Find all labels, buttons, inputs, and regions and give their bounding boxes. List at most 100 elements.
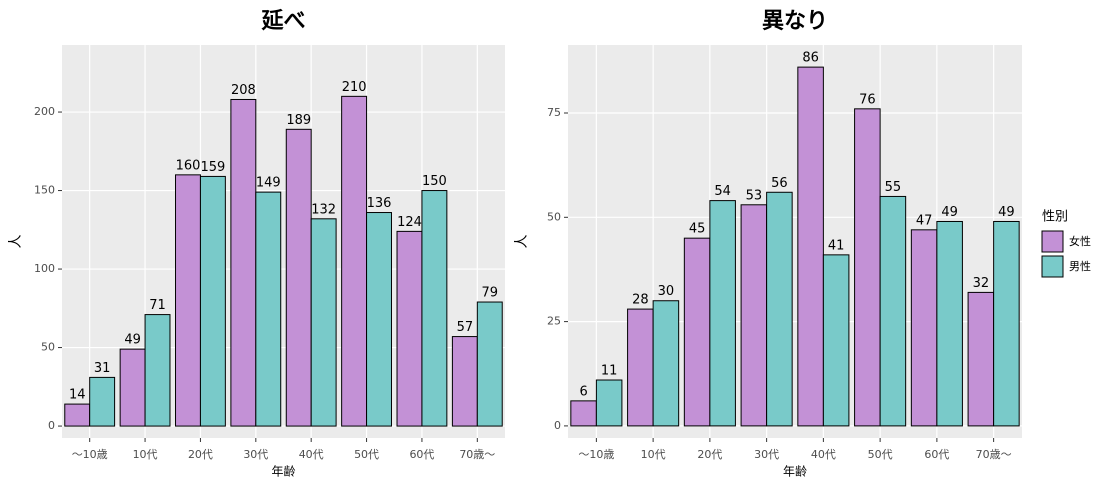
y-axis-label: 人 <box>8 235 24 249</box>
bar <box>570 400 597 427</box>
bar <box>740 204 768 427</box>
data-label: 79 <box>481 286 498 301</box>
x-tick-label: 10代 <box>641 448 666 461</box>
data-label: 76 <box>859 92 876 107</box>
bar <box>199 175 226 427</box>
legend-key <box>1041 255 1064 278</box>
x-tick-label: 20代 <box>188 448 213 461</box>
bar <box>910 229 938 427</box>
data-label: 160 <box>176 158 201 173</box>
x-tick-label: 30代 <box>243 448 268 461</box>
data-label: 55 <box>885 180 902 195</box>
x-tick-label: 60代 <box>409 448 434 461</box>
y-tick-label: 200 <box>34 105 55 118</box>
data-label: 54 <box>714 184 731 199</box>
data-label: 159 <box>200 160 225 175</box>
bar <box>175 174 201 427</box>
data-label: 6 <box>579 384 587 399</box>
data-label: 86 <box>802 51 819 66</box>
bar <box>683 237 711 427</box>
x-axis-label: 年齢 <box>783 464 807 479</box>
bar <box>64 403 91 427</box>
bar <box>854 108 881 427</box>
y-tick-label: 0 <box>554 419 561 432</box>
bar <box>255 191 282 427</box>
bar <box>993 220 1020 427</box>
data-label: 189 <box>286 113 311 128</box>
x-tick-label: 40代 <box>811 448 836 461</box>
data-label: 149 <box>256 176 281 191</box>
y-axis-label: 人 <box>514 235 530 249</box>
data-label: 47 <box>916 213 933 228</box>
data-label: 210 <box>342 80 367 95</box>
x-tick-label: 30代 <box>754 448 779 461</box>
x-tick-label: 60代 <box>924 448 949 461</box>
data-label: 31 <box>94 361 111 376</box>
bar <box>341 95 368 427</box>
bar <box>119 348 146 427</box>
data-label: 49 <box>124 333 141 348</box>
bar <box>310 218 337 427</box>
bar <box>476 301 503 427</box>
y-tick-label: 75 <box>547 106 561 119</box>
data-label: 150 <box>422 174 447 189</box>
bar <box>285 128 312 427</box>
data-label: 45 <box>689 222 706 237</box>
legend-label: 男性 <box>1069 259 1091 273</box>
bar <box>366 212 392 427</box>
x-tick-label: 50代 <box>354 448 379 461</box>
bar <box>595 379 623 427</box>
data-label: 57 <box>457 320 474 335</box>
data-label: 208 <box>231 83 256 98</box>
y-tick-label: 150 <box>34 184 55 197</box>
x-tick-label: 10代 <box>133 448 158 461</box>
data-label: 28 <box>632 293 649 308</box>
bar <box>709 200 736 427</box>
legend-label: 女性 <box>1069 234 1091 248</box>
y-tick-label: 100 <box>34 262 55 275</box>
data-label: 11 <box>601 364 618 379</box>
bar <box>967 291 995 427</box>
data-label: 30 <box>658 284 675 299</box>
y-tick-label: 50 <box>41 341 55 354</box>
legend-key <box>1041 230 1064 253</box>
data-label: 56 <box>771 176 788 191</box>
x-axis-label: 年齢 <box>271 464 295 479</box>
chart-title: 延べ <box>260 9 305 34</box>
data-label: 49 <box>941 205 958 220</box>
y-tick-label: 25 <box>547 315 561 328</box>
legend-title: 性別 <box>1042 210 1068 225</box>
bar <box>879 195 907 427</box>
x-tick-label: ～10歳 <box>72 448 108 461</box>
data-label: 136 <box>367 196 392 211</box>
data-label: 41 <box>828 238 845 253</box>
x-tick-label: 40代 <box>299 448 324 461</box>
data-label: 124 <box>397 215 422 230</box>
data-label: 14 <box>69 388 86 403</box>
data-label: 32 <box>973 276 990 291</box>
bar <box>652 300 680 427</box>
data-label: 71 <box>149 298 166 313</box>
bar <box>627 308 654 427</box>
bar <box>421 190 448 427</box>
x-tick-label: 70歳～ <box>976 448 1012 461</box>
bar <box>936 220 963 427</box>
bar <box>822 254 850 427</box>
bar <box>797 66 824 427</box>
data-label: 53 <box>746 188 763 203</box>
bar <box>766 191 793 427</box>
chart-title: 異なり <box>762 9 828 34</box>
y-tick-label: 0 <box>48 419 55 432</box>
bar <box>144 314 171 427</box>
data-label: 132 <box>311 202 336 217</box>
x-tick-label: 50代 <box>868 448 893 461</box>
x-tick-label: 20代 <box>697 448 722 461</box>
bar <box>89 376 116 427</box>
bar <box>396 230 423 427</box>
y-tick-label: 50 <box>547 210 561 223</box>
x-tick-label: ～10歳 <box>578 448 614 461</box>
bar <box>451 336 478 427</box>
data-label: 49 <box>998 205 1015 220</box>
bar <box>230 98 257 427</box>
